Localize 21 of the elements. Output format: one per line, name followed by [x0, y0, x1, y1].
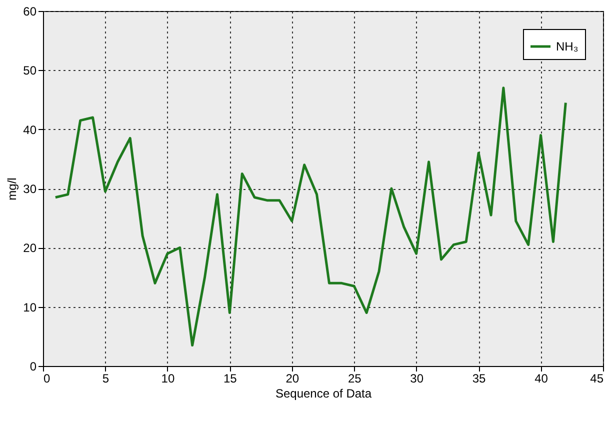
- y-tick-label: 20: [23, 241, 37, 256]
- x-tick-label: 45: [590, 372, 604, 386]
- y-tick-label: 30: [23, 182, 37, 196]
- x-tick-label: 5: [102, 372, 110, 386]
- y-tick-label: 50: [23, 64, 37, 78]
- x-tick-label: 10: [161, 372, 175, 386]
- x-axis-title: Sequence of Data: [275, 386, 372, 400]
- y-tick-label: 0: [30, 360, 37, 374]
- y-tick-label: 10: [23, 300, 37, 314]
- x-tick-label: 0: [44, 372, 50, 386]
- y-tick-label: 40: [23, 122, 37, 137]
- x-tick-label: 35: [472, 372, 486, 386]
- x-tick-label: 25: [348, 372, 362, 386]
- legend-label: NH₃: [556, 40, 578, 54]
- x-tick-label: 20: [286, 372, 300, 386]
- y-axis-title: mg/l: [5, 178, 20, 200]
- x-tick-label: 40: [534, 372, 548, 386]
- line-series: [54, 86, 567, 347]
- y-tick-label: 60: [23, 4, 37, 18]
- x-tick-label: 30: [410, 372, 424, 386]
- x-tick-label: 15: [223, 372, 238, 386]
